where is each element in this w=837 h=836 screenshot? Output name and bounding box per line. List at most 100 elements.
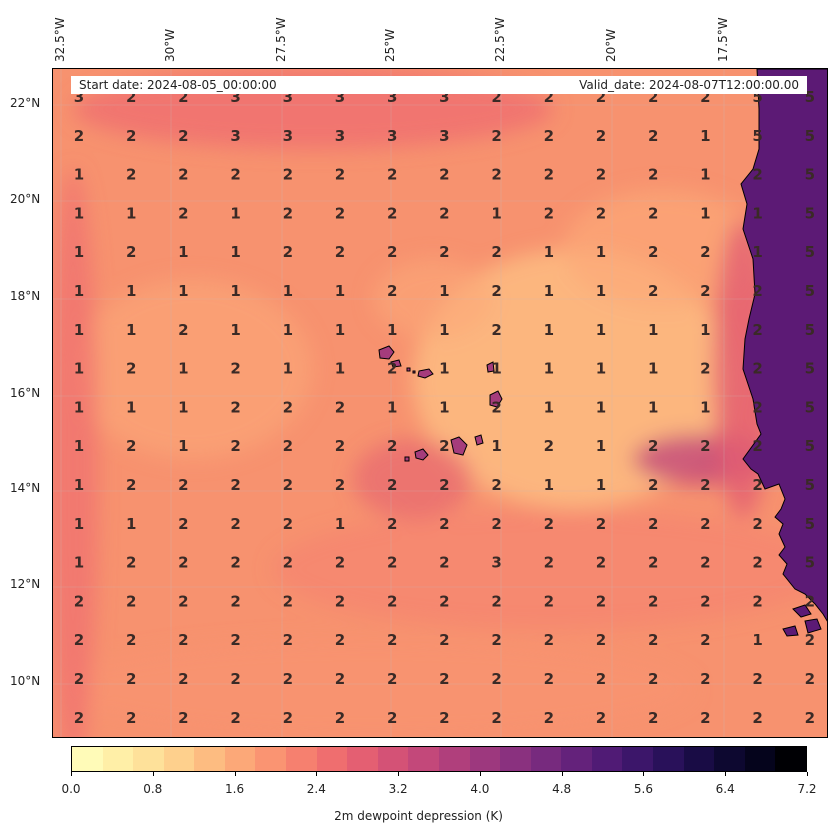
longitude-label: 17.5°W — [716, 17, 730, 62]
grid-value: 2 — [387, 709, 397, 727]
grid-value: 3 — [283, 127, 293, 145]
grid-value: 2 — [752, 360, 762, 378]
grid-value: 2 — [387, 515, 397, 533]
colorbar-tick-label: 7.2 — [797, 782, 817, 796]
grid-value: 1 — [74, 476, 84, 494]
grid-value: 2 — [439, 166, 449, 184]
longitude-label: 27.5°W — [274, 17, 288, 62]
colorbar-segment — [591, 747, 623, 771]
grid-value: 2 — [178, 127, 188, 145]
colorbar-tick-mark — [316, 772, 318, 776]
grid-value: 2 — [335, 670, 345, 688]
grid-value: 2 — [752, 321, 762, 339]
grid-value: 2 — [387, 631, 397, 649]
grid-value: 2 — [596, 631, 606, 649]
grid-value: 2 — [230, 554, 240, 572]
grid-value: 1 — [491, 360, 501, 378]
colorbar-tick-mark — [234, 772, 236, 776]
colorbar-tick-label: 3.2 — [388, 782, 408, 796]
colorbar-tick-label: 5.6 — [633, 782, 653, 796]
colorbar-tick-label: 1.6 — [225, 782, 245, 796]
grid-value: 2 — [596, 204, 606, 222]
grid-value: 2 — [126, 709, 136, 727]
grid-value: 2 — [283, 515, 293, 533]
grid-value: 2 — [648, 592, 658, 610]
grid-value: 2 — [752, 282, 762, 300]
grid-value: 2 — [74, 670, 84, 688]
longitude-label: 32.5°W — [53, 17, 67, 62]
grid-value: 2 — [544, 709, 554, 727]
grid-value: 1 — [752, 631, 762, 649]
longitude-label: 20°W — [604, 28, 618, 62]
grid-value: 5 — [752, 88, 762, 106]
grid-value: 2 — [230, 515, 240, 533]
grid-value: 2 — [544, 88, 554, 106]
grid-value: 3 — [439, 127, 449, 145]
grid-value: 1 — [283, 360, 293, 378]
grid-value: 2 — [700, 631, 710, 649]
grid-value: 2 — [230, 592, 240, 610]
grid-value: 2 — [335, 631, 345, 649]
colorbar-segment — [286, 747, 317, 771]
grid-value: 2 — [439, 670, 449, 688]
grid-value: 3 — [74, 88, 84, 106]
grid-value: 3 — [335, 127, 345, 145]
grid-value: 2 — [178, 515, 188, 533]
grid-value: 2 — [805, 631, 815, 649]
grid-value: 1 — [387, 321, 397, 339]
grid-value: 2 — [335, 204, 345, 222]
colorbar-segment — [744, 747, 776, 771]
grid-value: 2 — [283, 709, 293, 727]
grid-value: 2 — [648, 476, 658, 494]
grid-value: 2 — [439, 592, 449, 610]
colorbar-segment — [316, 747, 348, 771]
grid-value: 2 — [178, 476, 188, 494]
grid-value: 5 — [752, 127, 762, 145]
grid-value: 2 — [230, 398, 240, 416]
grid-value: 2 — [230, 670, 240, 688]
grid-value: 1 — [178, 360, 188, 378]
grid-value: 2 — [283, 166, 293, 184]
grid-value: 1 — [700, 321, 710, 339]
grid-value: 2 — [283, 554, 293, 572]
grid-value: 1 — [596, 360, 606, 378]
grid-value: 2 — [178, 670, 188, 688]
longitude-label: 22.5°W — [493, 17, 507, 62]
grid-value: 2 — [335, 592, 345, 610]
grid-value: 2 — [387, 204, 397, 222]
grid-value: 1 — [230, 321, 240, 339]
grid-value: 5 — [805, 282, 815, 300]
grid-value: 2 — [648, 127, 658, 145]
grid-value: 2 — [491, 321, 501, 339]
grid-value: 5 — [805, 398, 815, 416]
grid-value: 2 — [648, 709, 658, 727]
grid-value: 2 — [439, 709, 449, 727]
grid-value: 2 — [283, 670, 293, 688]
grid-value: 1 — [230, 282, 240, 300]
grid-value: 2 — [178, 631, 188, 649]
grid-value: 2 — [491, 127, 501, 145]
grid-value: 1 — [74, 360, 84, 378]
grid-value: 2 — [596, 709, 606, 727]
colorbar-tick-mark — [725, 772, 727, 776]
grid-value: 2 — [544, 166, 554, 184]
grid-value: 2 — [283, 631, 293, 649]
grid-value: 3 — [335, 88, 345, 106]
valid-date-text: Valid_date: 2024-08-07T12:00:00.00 — [579, 78, 799, 92]
grid-value: 1 — [74, 554, 84, 572]
grid-value: 1 — [648, 398, 658, 416]
grid-value: 2 — [648, 515, 658, 533]
grid-value: 1 — [74, 321, 84, 339]
grid-value: 2 — [596, 127, 606, 145]
colorbar-segment — [194, 747, 225, 771]
grid-value: 2 — [126, 631, 136, 649]
grid-value: 2 — [805, 592, 815, 610]
grid-value: 2 — [74, 592, 84, 610]
grid-value: 2 — [126, 476, 136, 494]
grid-value: 2 — [387, 437, 397, 455]
grid-value: 1 — [439, 321, 449, 339]
grid-value: 2 — [700, 670, 710, 688]
grid-value: 2 — [544, 437, 554, 455]
grid-value: 1 — [700, 127, 710, 145]
grid-value: 5 — [805, 166, 815, 184]
